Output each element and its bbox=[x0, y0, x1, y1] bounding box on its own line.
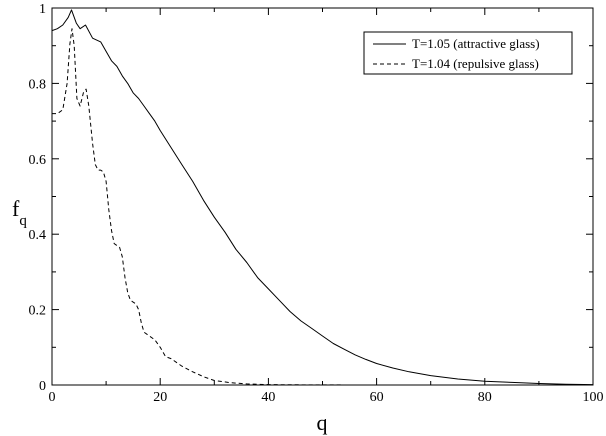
axis-ticks: 0 20 40 60 80 100 0 0.2 0.4 0.6 0.8 1 bbox=[29, 2, 604, 405]
series-line-attractive-glass bbox=[51, 9, 594, 386]
y-tick-label: 0 bbox=[39, 379, 46, 394]
x-tick-label: 100 bbox=[583, 390, 604, 405]
y-axis-title-subscript: q bbox=[19, 213, 27, 229]
x-tick-label: 0 bbox=[49, 390, 56, 405]
legend-label-attractive: T=1.05 (attractive glass) bbox=[412, 36, 540, 51]
x-axis-title: q bbox=[317, 410, 328, 435]
y-tick-label: 0.2 bbox=[29, 304, 47, 319]
y-axis-title: fq bbox=[12, 196, 27, 229]
x-tick-label: 20 bbox=[153, 390, 167, 405]
legend-box bbox=[363, 31, 573, 75]
y-axis-title-main: f bbox=[12, 196, 20, 221]
legend: T=1.05 (attractive glass) T=1.04 (repuls… bbox=[363, 31, 573, 75]
y-tick-label: 1 bbox=[39, 2, 46, 17]
y-tick-label: 0.6 bbox=[29, 153, 47, 168]
legend-label-repulsive: T=1.04 (repulsive glass) bbox=[412, 56, 539, 71]
y-tick-label: 0.8 bbox=[29, 77, 47, 92]
x-tick-label: 60 bbox=[370, 390, 384, 405]
series-line-repulsive-glass bbox=[52, 28, 593, 386]
x-tick-label: 40 bbox=[261, 390, 275, 405]
x-tick-label: 80 bbox=[478, 390, 492, 405]
series-lines bbox=[51, 9, 594, 386]
y-tick-label: 0.4 bbox=[29, 228, 47, 243]
